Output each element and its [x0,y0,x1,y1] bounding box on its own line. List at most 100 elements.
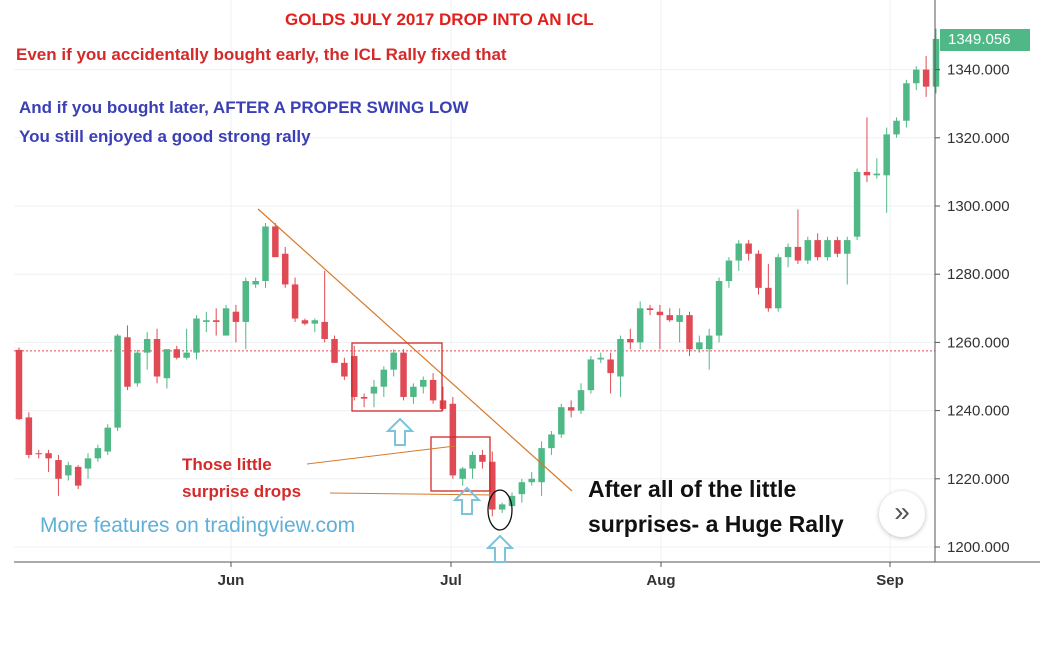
candle [814,233,821,261]
candle [932,28,940,94]
candle-body [735,243,743,261]
candle-body [232,311,240,322]
candle-body [301,320,309,324]
candle [420,376,427,394]
candle-body [646,308,654,311]
candle [489,451,496,517]
y-tick-label: 1260.000 [947,334,1010,351]
chevron-double-right-icon: » [894,496,910,527]
candle [45,449,52,472]
candle-body [558,407,565,435]
candle [656,304,664,350]
candle-body [222,308,230,336]
candle [843,236,851,285]
candle [715,277,723,343]
candle-body [55,460,62,479]
candle-body [341,362,348,377]
candle [331,335,338,363]
candle [212,308,220,336]
x-tick-label: Jul [440,572,462,589]
candle [449,396,457,479]
candle [696,335,703,353]
candle [94,444,102,462]
candle [538,441,545,496]
annotation-huge-rally-line2: surprises- a Huge Rally [588,511,844,537]
candle-body [212,320,220,322]
candle [350,345,358,401]
candle-body [597,357,604,360]
candle-body [765,287,772,309]
candle-body [400,352,407,397]
candle-body [577,390,585,411]
y-tick-label: 1220.000 [947,471,1010,488]
candle [853,168,861,241]
candle-body [587,359,595,391]
candle-body [124,337,131,387]
tradingview-watermark[interactable]: More features on tradingview.com [40,514,356,537]
candle [173,345,181,360]
candle [124,325,131,391]
candle-body [834,240,841,254]
candle-body [114,335,121,428]
candle [301,318,309,326]
scroll-to-realtime-button[interactable]: » [879,491,925,537]
candle-body [459,468,466,479]
candle [597,352,604,363]
candle-body [262,226,269,282]
x-axis: Jun Jul Aug Sep [14,561,1040,589]
candle [913,66,920,91]
surprise-drop-box [430,436,491,492]
candle [873,158,881,179]
candle [617,335,624,397]
annotation-later-buy: And if you bought later, AFTER A PROPER … [19,98,469,117]
candle-body [538,448,545,483]
candle [400,349,407,401]
x-tick-label: Jun [218,572,245,589]
annotation-huge-rally-line1: After all of the little [588,476,797,502]
candle-body [814,240,821,258]
candle [469,451,476,479]
candle-body [163,349,171,379]
candle [646,304,654,316]
candle [558,403,565,438]
candle [15,347,23,421]
candle-body [252,281,259,285]
candle [143,332,151,370]
candle-body [696,342,703,350]
candle [193,315,200,360]
candle [262,223,269,288]
annotation-early-buy: Even if you accidentally bought early, t… [16,45,507,64]
candle-body [203,320,210,322]
candle-body [784,246,792,258]
candle [203,311,210,333]
annotation-drops-line1: Those little [182,455,272,474]
candle-body [715,281,723,336]
candle [114,333,121,432]
candle-body [489,461,496,510]
candle [55,454,62,496]
candle [479,449,486,469]
candle [804,236,812,264]
candle-body [824,240,831,258]
candle [104,424,111,455]
candle-body [863,171,871,176]
candle [222,304,230,336]
candle-body [607,359,614,374]
x-tick-label: Aug [646,572,675,589]
candle [636,301,644,350]
y-tick-label: 1240.000 [947,403,1010,420]
candle-body [281,253,289,285]
candle [134,349,141,387]
candle-body [193,318,200,353]
candle [518,478,526,503]
candle-body [360,396,368,399]
candle [153,328,161,384]
candle [784,243,792,268]
chart-grid [14,0,935,562]
candle [676,308,683,343]
candle-body [913,69,920,84]
y-tick-label: 1280.000 [947,266,1010,283]
x-tick-label: Sep [876,572,904,589]
candle [745,240,752,261]
